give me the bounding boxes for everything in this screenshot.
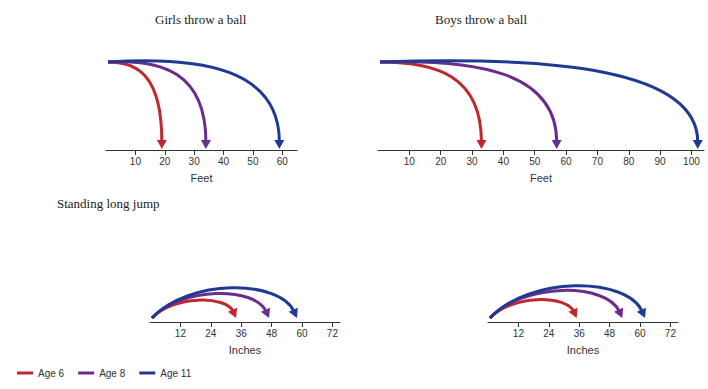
svg-text:Age 8: Age 8 (99, 368, 126, 379)
svg-text:Age 6: Age 6 (38, 368, 65, 379)
svg-text:Feet: Feet (530, 172, 552, 184)
svg-text:Boys throw a ball: Boys throw a ball (435, 12, 527, 27)
svg-text:Feet: Feet (190, 172, 212, 184)
svg-text:50: 50 (247, 156, 259, 167)
svg-text:40: 40 (218, 156, 230, 167)
svg-text:30: 30 (189, 156, 201, 167)
svg-text:36: 36 (574, 328, 586, 339)
svg-text:24: 24 (543, 328, 555, 339)
svg-text:48: 48 (266, 328, 278, 339)
svg-text:Inches: Inches (229, 344, 262, 356)
svg-text:72: 72 (327, 328, 339, 339)
svg-text:48: 48 (604, 328, 616, 339)
svg-text:60: 60 (634, 328, 646, 339)
svg-text:40: 40 (498, 156, 510, 167)
svg-text:72: 72 (665, 328, 677, 339)
svg-text:20: 20 (159, 156, 171, 167)
svg-text:20: 20 (435, 156, 447, 167)
svg-text:30: 30 (466, 156, 478, 167)
svg-text:Standing long jump: Standing long jump (57, 196, 160, 211)
svg-text:50: 50 (529, 156, 541, 167)
svg-text:Inches: Inches (567, 344, 600, 356)
svg-text:36: 36 (236, 328, 248, 339)
svg-text:12: 12 (175, 328, 187, 339)
svg-text:90: 90 (655, 156, 667, 167)
svg-text:10: 10 (404, 156, 416, 167)
svg-text:70: 70 (592, 156, 604, 167)
svg-text:60: 60 (561, 156, 573, 167)
svg-text:Girls throw a ball: Girls throw a ball (155, 12, 247, 27)
svg-text:12: 12 (513, 328, 525, 339)
svg-text:10: 10 (130, 156, 142, 167)
svg-text:60: 60 (277, 156, 289, 167)
svg-text:60: 60 (296, 328, 308, 339)
svg-text:80: 80 (623, 156, 635, 167)
svg-text:Age 11: Age 11 (160, 368, 191, 379)
svg-text:24: 24 (205, 328, 217, 339)
svg-text:100: 100 (683, 156, 700, 167)
